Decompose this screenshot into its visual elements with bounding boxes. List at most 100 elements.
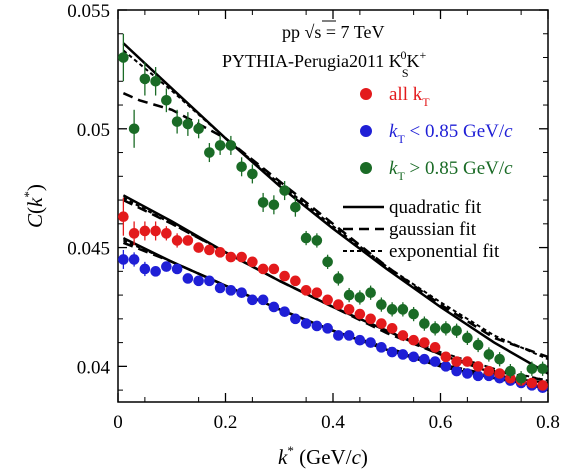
data-point bbox=[365, 313, 376, 325]
data-point bbox=[440, 323, 452, 334]
legend-marker-high-kt bbox=[360, 162, 372, 174]
data-point bbox=[150, 75, 161, 87]
data-point bbox=[376, 299, 387, 310]
data-point bbox=[279, 270, 290, 282]
data-point bbox=[268, 301, 280, 313]
data-point bbox=[225, 140, 237, 151]
data-point bbox=[247, 256, 258, 268]
data-point bbox=[290, 313, 301, 325]
data-point bbox=[193, 275, 204, 287]
data-point bbox=[333, 299, 344, 310]
data-point bbox=[386, 304, 398, 315]
data-point bbox=[440, 351, 452, 363]
data-point bbox=[397, 349, 409, 360]
data-point bbox=[419, 318, 430, 329]
data-point bbox=[354, 334, 366, 346]
legend-marker-all bbox=[360, 88, 372, 100]
data-point bbox=[472, 361, 484, 372]
fit-curve-high-expo bbox=[122, 49, 549, 361]
data-point bbox=[118, 52, 129, 63]
data-point bbox=[300, 232, 312, 244]
data-point bbox=[494, 368, 505, 379]
data-point bbox=[311, 235, 323, 246]
legend-label-low-kt: kT < 0.85 GeV/c bbox=[389, 121, 513, 146]
data-point bbox=[462, 356, 473, 367]
data-point bbox=[419, 353, 430, 365]
data-point bbox=[537, 363, 548, 375]
data-point bbox=[279, 185, 290, 196]
model-annotation: PYTHIA-Perugia2011 KS0K+ bbox=[222, 48, 427, 80]
data-point bbox=[365, 287, 376, 299]
legend: all kT kT < 0.85 GeV/c kT > 0.85 GeV/c q… bbox=[343, 84, 513, 262]
data-point bbox=[118, 254, 129, 265]
data-point bbox=[128, 123, 140, 135]
data-point bbox=[419, 337, 430, 348]
data-point bbox=[139, 263, 151, 275]
data-point bbox=[236, 161, 247, 173]
x-tick-label: 0.2 bbox=[214, 412, 238, 433]
data-point bbox=[236, 251, 247, 263]
data-point bbox=[182, 273, 194, 284]
data-point bbox=[279, 306, 290, 318]
data-point bbox=[139, 225, 151, 237]
data-point bbox=[472, 370, 484, 382]
data-point bbox=[397, 330, 409, 341]
data-point bbox=[462, 368, 473, 379]
data-point bbox=[429, 342, 441, 353]
data-point bbox=[150, 266, 161, 277]
data-point bbox=[171, 116, 183, 127]
data-point bbox=[376, 318, 387, 329]
data-point bbox=[214, 282, 226, 294]
data-point bbox=[408, 308, 419, 320]
legend-label-high-kt: kT > 0.85 GeV/c bbox=[389, 158, 513, 183]
fit-curve-high-gauss bbox=[122, 92, 549, 359]
data-point bbox=[225, 251, 237, 263]
data-point bbox=[386, 346, 398, 358]
fit-curve-high-quadratic bbox=[122, 42, 549, 375]
x-tick-label: 0 bbox=[113, 412, 123, 433]
data-point bbox=[526, 363, 538, 375]
data-point bbox=[214, 247, 226, 258]
data-point bbox=[300, 285, 312, 296]
data-point bbox=[182, 235, 194, 246]
data-point bbox=[257, 294, 269, 306]
data-point bbox=[408, 351, 419, 363]
x-tick-label: 0.4 bbox=[321, 412, 345, 433]
data-point bbox=[386, 323, 398, 334]
data-point bbox=[150, 225, 161, 237]
legend-label-all: all kT bbox=[389, 84, 430, 109]
x-tick-label: 0.6 bbox=[429, 412, 453, 433]
data-point bbox=[526, 377, 538, 389]
data-point bbox=[128, 228, 140, 239]
data-point bbox=[429, 356, 441, 367]
fit-curve-low-gauss bbox=[122, 241, 549, 385]
data-point bbox=[505, 365, 516, 377]
x-axis-title: k* (GeV/c) bbox=[278, 443, 368, 469]
data-point bbox=[311, 287, 323, 299]
data-point bbox=[118, 211, 129, 222]
data-point bbox=[365, 337, 376, 348]
data-point bbox=[472, 339, 484, 351]
data-point bbox=[462, 332, 473, 344]
legend-label-quadratic: quadratic fit bbox=[389, 197, 482, 218]
data-point bbox=[257, 263, 269, 275]
data-point bbox=[214, 140, 226, 151]
data-point bbox=[236, 287, 247, 299]
data-point bbox=[537, 380, 548, 391]
data-point bbox=[333, 273, 344, 284]
y-tick-label: 0.055 bbox=[67, 1, 110, 22]
data-point bbox=[494, 353, 505, 365]
data-point bbox=[322, 294, 333, 306]
data-point bbox=[322, 323, 333, 334]
data-point bbox=[354, 308, 366, 320]
data-point bbox=[204, 244, 215, 256]
data-point bbox=[161, 94, 172, 106]
data-point bbox=[343, 304, 355, 315]
data-point bbox=[257, 197, 269, 208]
data-point bbox=[128, 254, 140, 265]
data-point bbox=[225, 285, 237, 296]
data-point bbox=[290, 201, 301, 213]
legend-label-gaussian: gaussian fit bbox=[389, 219, 477, 240]
data-point bbox=[161, 228, 172, 239]
